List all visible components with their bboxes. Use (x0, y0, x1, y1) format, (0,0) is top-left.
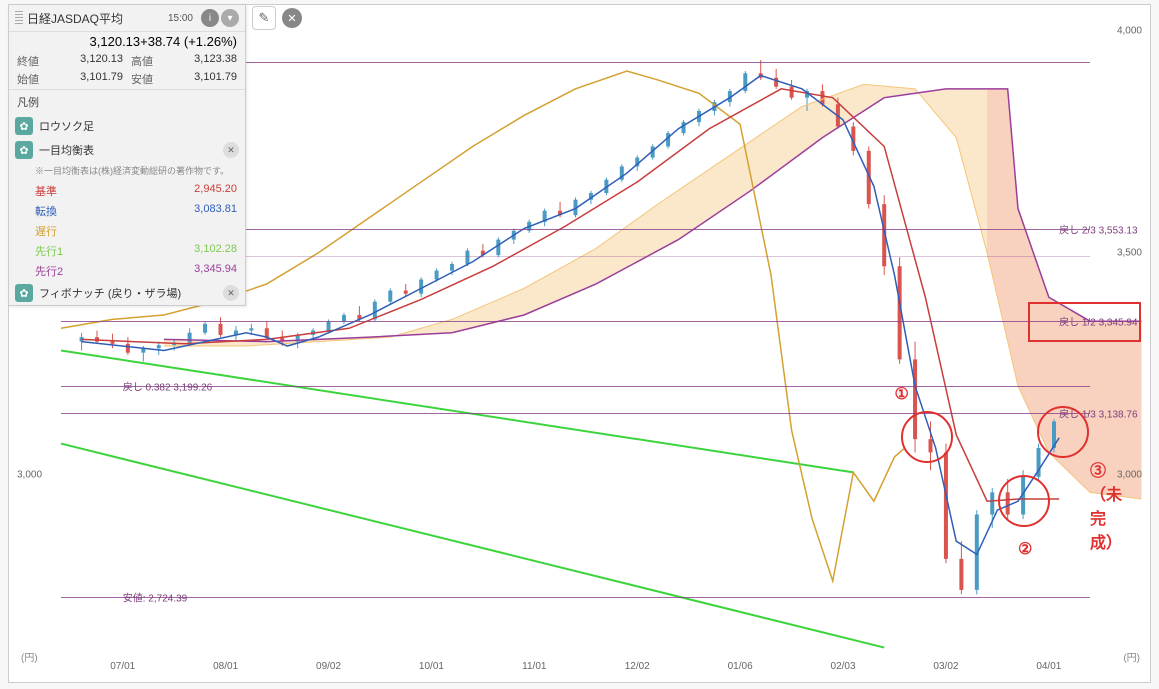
time-display: 15:00 (162, 11, 199, 26)
indicator-value: 2,945.20 (194, 183, 237, 199)
indicator-row: 先行13,102.28 (9, 241, 245, 261)
open-value: 3,101.79 (47, 71, 123, 87)
price-change: +38.74 (+1.26%) (140, 34, 237, 49)
indicator-value: 3,102.28 (194, 243, 237, 259)
x-tick-label: 07/01 (110, 661, 135, 672)
highlight-rect (1028, 302, 1141, 342)
indicator-name: 遅行 (35, 223, 237, 239)
high-label: 高値 (131, 53, 153, 69)
remove-icon[interactable]: ✕ (223, 142, 239, 158)
gear-icon[interactable]: ✿ (15, 141, 33, 159)
legend-ichimoku-row: ✿ 一目均衡表 ✕ (9, 138, 245, 162)
trend-line (61, 444, 884, 648)
open-label: 始値 (17, 71, 39, 87)
low-value: 3,101.79 (161, 71, 237, 87)
info-icon[interactable]: i (201, 9, 219, 27)
legend-fibonacci-row: ✿ フィボナッチ (戻り・ザラ場) ✕ (9, 281, 245, 305)
trend-line (61, 350, 853, 472)
legend-fibonacci: フィボナッチ (戻り・ザラ場) (39, 285, 217, 301)
indicator-row: 基準2,945.20 (9, 181, 245, 201)
fib-label: 戻し 2/3 3,553.13 (1059, 222, 1137, 237)
legend-candle-row: ✿ ロウソク足 (9, 114, 245, 138)
dropdown-icon[interactable]: ▾ (221, 9, 239, 27)
drag-handle-icon[interactable] (15, 11, 23, 25)
x-tick-label: 01/06 (728, 661, 753, 672)
fib-line (61, 597, 1090, 598)
close-icon[interactable]: ✕ (282, 8, 302, 28)
y-tick-label: 4,000 (1117, 26, 1142, 37)
indicator-row: 先行23,345.94 (9, 261, 245, 281)
gear-icon[interactable]: ✿ (15, 284, 33, 302)
x-tick-label: 02/03 (831, 661, 856, 672)
close-label: 終値 (17, 53, 39, 69)
annotation-circle (901, 411, 953, 463)
indicator-value: 3,083.81 (194, 203, 237, 219)
y-tick-label: 3,000 (17, 469, 42, 480)
low-label: 安値 (131, 71, 153, 87)
x-tick-label: 08/01 (213, 661, 238, 672)
fib-label: 戻し 0.382 3,199.26 (123, 379, 213, 394)
gear-icon[interactable]: ✿ (15, 117, 33, 135)
fib-line (61, 321, 1090, 322)
indicator-value: 3,345.94 (194, 263, 237, 279)
x-tick-label: 10/01 (419, 661, 444, 672)
x-tick-label: 03/02 (933, 661, 958, 672)
last-price: 3,120.13 (17, 34, 140, 49)
instrument-title: 日経JASDAQ平均 (27, 10, 162, 27)
annotation-label: ② (1018, 539, 1032, 559)
fib-label: 安値: 2,724.39 (123, 589, 187, 604)
indicator-row: 転換3,083.81 (9, 201, 245, 221)
close-value: 3,120.13 (47, 53, 123, 69)
fib-line (61, 386, 1090, 387)
indicator-name: 先行2 (35, 263, 194, 279)
legend-header: 凡例 (9, 89, 245, 114)
high-value: 3,123.38 (161, 53, 237, 69)
x-tick-label: 11/01 (522, 661, 546, 672)
indicator-name: 基準 (35, 183, 194, 199)
ichimoku-note: ※一目均衡表は(株)経済変動総研の著作物です。 (9, 162, 245, 181)
panel-header: 日経JASDAQ平均 15:00 i ▾ (9, 5, 245, 32)
legend-candle: ロウソク足 (39, 118, 239, 134)
x-tick-label: 09/02 (316, 661, 341, 672)
info-panel: 日経JASDAQ平均 15:00 i ▾ 3,120.13 +38.74 (+1… (8, 4, 246, 306)
remove-icon[interactable]: ✕ (223, 285, 239, 301)
draw-tool-button[interactable]: ✎ (252, 6, 276, 30)
y-axis-label-right: (円) (1123, 649, 1140, 664)
annotation-label: ③ （未完成） (1090, 457, 1122, 553)
y-tick-label: 3,500 (1117, 247, 1142, 258)
ohlc-grid: 終値 3,120.13 高値 3,123.38 始値 3,101.79 安値 3… (9, 51, 245, 89)
indicator-name: 転換 (35, 203, 194, 219)
top-toolbar: ✎ ✕ (252, 6, 302, 30)
annotation-label: ① (894, 384, 908, 404)
y-axis-label-left: (円) (21, 649, 38, 664)
indicator-row: 遅行 (9, 221, 245, 241)
x-tick-label: 04/01 (1036, 661, 1061, 672)
x-tick-label: 12/02 (625, 661, 650, 672)
annotation-circle (998, 475, 1050, 527)
legend-ichimoku: 一目均衡表 (39, 142, 217, 158)
last-price-row: 3,120.13 +38.74 (+1.26%) (9, 32, 245, 51)
indicator-name: 先行1 (35, 243, 194, 259)
